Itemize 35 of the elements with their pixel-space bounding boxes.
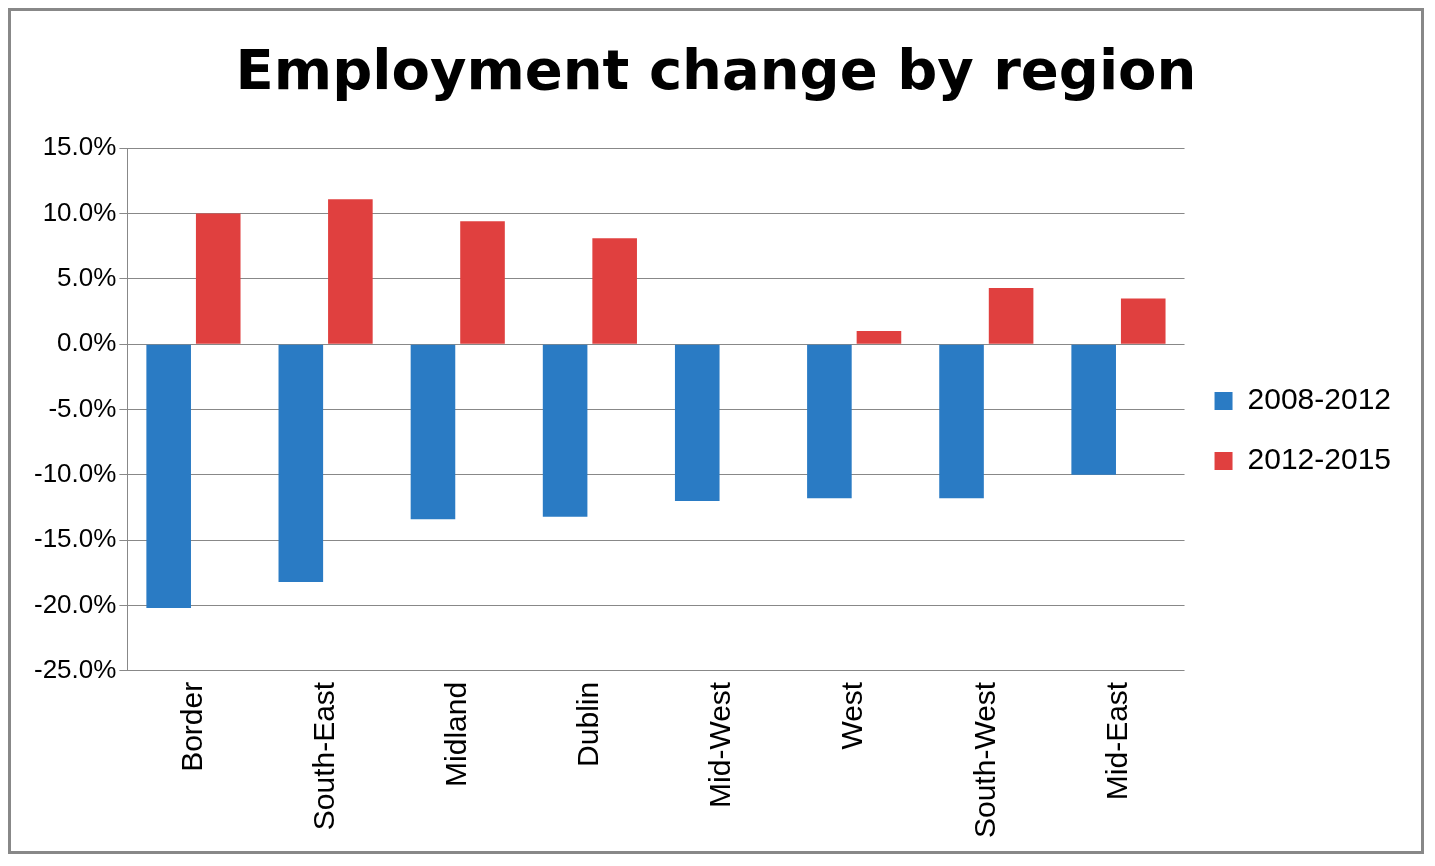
bar (674, 344, 720, 501)
y-tick-label: -20.0% (33, 588, 117, 619)
y-tick-label: -25.0% (33, 653, 117, 684)
bar (988, 288, 1034, 344)
x-tick-label: South-West (967, 681, 1001, 839)
bar (460, 221, 505, 344)
legend-label: 2012-2015 (1247, 442, 1391, 476)
bar (410, 344, 456, 520)
bar (592, 238, 637, 344)
x-tick-label: Dublin (571, 681, 605, 767)
x-tick-label: Mid-East (1099, 681, 1133, 801)
y-tick-label: -5.0% (48, 392, 117, 423)
bar (542, 344, 588, 517)
x-tick-label: Midland (439, 681, 473, 787)
y-tick-label: 10.0% (42, 196, 117, 227)
bar (807, 344, 852, 499)
x-tick-label: Mid-West (703, 681, 737, 808)
x-tick-label: South-East (306, 681, 340, 831)
x-tick-label: West (835, 681, 869, 750)
bar (328, 199, 373, 344)
y-tick-label: -15.0% (33, 523, 117, 554)
y-tick-label: -10.0% (33, 458, 117, 489)
legend-label: 2008-2012 (1247, 382, 1391, 416)
bar (146, 344, 191, 609)
y-tick-label: 5.0% (57, 262, 117, 293)
bar (1071, 344, 1116, 475)
bar (1120, 298, 1166, 344)
bar (939, 344, 984, 499)
y-tick-label: 0.0% (57, 327, 117, 358)
y-tick-label: 15.0% (42, 131, 117, 162)
bar (856, 331, 902, 344)
chart-title: Employment change by region (235, 37, 1197, 103)
bar (195, 213, 241, 344)
x-tick-label: Border (174, 681, 208, 772)
bar (278, 344, 324, 582)
